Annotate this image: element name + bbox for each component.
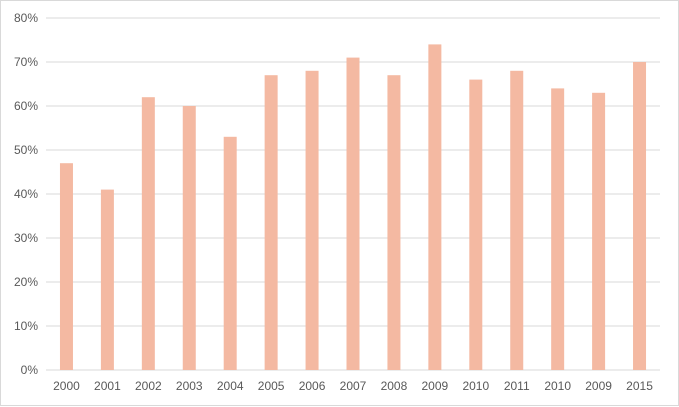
- x-tick-label: 2001: [94, 379, 121, 393]
- x-tick-label: 2002: [135, 379, 162, 393]
- bar: [59, 163, 73, 370]
- x-tick-label: 2015: [626, 379, 653, 393]
- bar: [510, 70, 524, 371]
- y-tick-label: 30%: [14, 231, 38, 245]
- x-tick-label: 2010: [544, 379, 571, 393]
- bar: [428, 44, 442, 371]
- y-tick-label: 10%: [14, 319, 38, 333]
- x-tick-label: 2009: [422, 379, 449, 393]
- y-tick-label: 70%: [14, 55, 38, 69]
- x-tick-label: 2008: [381, 379, 408, 393]
- x-axis-ticks: 2000 2001 2002 2003 2004 2005 2006 2007 2008 2009…: [53, 379, 653, 393]
- bar: [592, 92, 606, 371]
- y-tick-label: 50%: [14, 143, 38, 157]
- x-tick-label: 2005: [258, 379, 285, 393]
- x-tick-label: 2004: [217, 379, 244, 393]
- bar: [387, 75, 401, 370]
- x-tick-label: 2006: [299, 379, 326, 393]
- bar: [469, 79, 483, 370]
- x-tick-label: 2003: [176, 379, 203, 393]
- y-tick-label: 60%: [14, 99, 38, 113]
- x-tick-label: 2007: [340, 379, 367, 393]
- x-tick-label: 2009: [585, 379, 612, 393]
- x-tick-label: 2011: [504, 379, 530, 393]
- bars: [59, 44, 647, 371]
- bar: [346, 57, 360, 370]
- bar: [633, 62, 647, 370]
- y-tick-label: 40%: [14, 187, 38, 201]
- y-axis-ticks: 0% 10% 20% 30% 40% 50% 60% 70% 80%: [14, 11, 38, 377]
- x-tick-label: 2000: [53, 379, 80, 393]
- y-tick-label: 20%: [14, 275, 38, 289]
- bar: [141, 97, 155, 370]
- y-tick-label: 0%: [21, 363, 39, 377]
- bar: [223, 136, 237, 370]
- y-tick-label: 80%: [14, 11, 38, 25]
- bar: [551, 88, 565, 371]
- bar: [264, 75, 278, 370]
- bar: [305, 70, 319, 371]
- bar: [182, 106, 196, 370]
- x-tick-label: 2010: [462, 379, 489, 393]
- bar: [100, 189, 114, 370]
